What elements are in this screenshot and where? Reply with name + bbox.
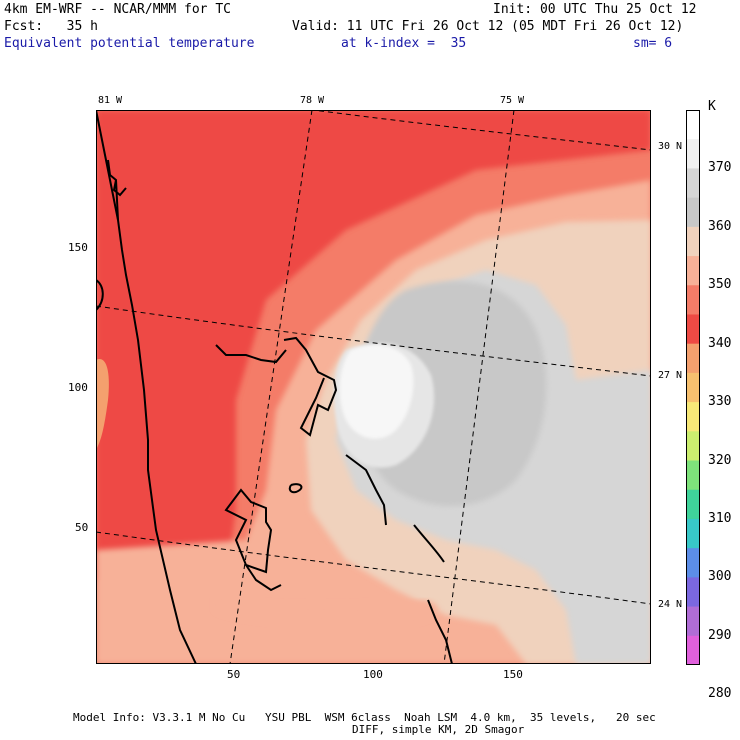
colorbar-swatch [686, 606, 700, 637]
coast-cuba-north [427, 599, 453, 664]
lon-label-78w: 78 W [300, 95, 325, 106]
colorbar-swatch [686, 168, 700, 199]
coast-andros-south [245, 564, 282, 592]
coastlines [96, 110, 453, 664]
colorbar-label: 280 [708, 686, 732, 702]
colorbar-swatch [686, 285, 700, 315]
meridian-78w [229, 110, 313, 664]
colorbar-swatch [686, 226, 700, 257]
grid-label-x100: 100 [363, 668, 383, 681]
forecast-hour: Fcst: 35 h [4, 19, 98, 34]
colorbar-swatch [686, 372, 700, 403]
meridian-75w [443, 110, 515, 664]
colorbar-label: 310 [708, 510, 732, 526]
map-frame [96, 110, 651, 664]
grid-label-y150: 150 [68, 241, 88, 254]
lat-label-27n: 27 N [658, 370, 683, 381]
colorbar-swatch [686, 139, 700, 169]
colorbar-label: 290 [708, 627, 732, 643]
grid-label-y50: 50 [75, 521, 89, 534]
colorbar-label: 330 [708, 394, 732, 410]
colorbar [686, 110, 700, 665]
parallel-27n [96, 305, 651, 377]
coast-florida-east [96, 110, 197, 664]
lat-label-30n: 30 N [658, 141, 683, 152]
colorbar-label: 300 [708, 569, 732, 585]
band-370 [339, 345, 414, 439]
colorbar-swatch [686, 197, 700, 228]
lon-label-81w: 81 W [98, 95, 123, 106]
colorbar-swatch [686, 489, 700, 520]
coast-eleuthera [345, 454, 387, 526]
colorbar-swatch [686, 577, 700, 608]
footer-model-info: Model Info: V3.3.1 M No Cu YSU PBL WSM 6… [73, 711, 656, 724]
coast-grand-bahama [215, 344, 287, 364]
coast-berry [288, 483, 303, 494]
colorbar-label: 350 [708, 277, 732, 293]
colorbar-swatch [686, 110, 700, 140]
colorbar-unit: K [708, 99, 716, 114]
colorbar-label: 340 [708, 335, 732, 351]
colorbar-label: 360 [708, 218, 732, 234]
colorbar-label: 320 [708, 452, 732, 468]
coast-andros [224, 488, 273, 574]
band-330 [96, 359, 109, 450]
colorbar-swatch [686, 343, 700, 374]
coast-cat-island [413, 524, 445, 563]
level-info: at k-index = 35 [341, 36, 467, 51]
colorbar-swatch [686, 460, 700, 491]
model-title: 4km EM-WRF -- NCAR/MMM for TC [4, 2, 231, 17]
colorbar-swatch [686, 431, 700, 462]
colorbar-swatch [686, 256, 700, 286]
coast-florida-cape [96, 279, 104, 311]
theta-e-map [96, 110, 651, 664]
valid-time: Valid: 11 UTC Fri 26 Oct 12 (05 MDT Fri … [292, 19, 684, 34]
parallel-30n [308, 110, 651, 151]
parallel-24n [96, 531, 651, 605]
coast-abaco [283, 336, 338, 437]
colorbar-label: 370 [708, 160, 732, 176]
graticule [96, 110, 651, 664]
colorbar-swatch [686, 314, 700, 345]
grid-label-x50: 50 [227, 668, 241, 681]
coast-florida-lagoon [107, 159, 127, 221]
field-name: Equivalent potential temperature [4, 36, 255, 51]
grid-label-x150: 150 [503, 668, 523, 681]
lat-label-24n: 24 N [658, 599, 683, 610]
colorbar-swatch [686, 402, 700, 432]
band-salmon-strip [216, 600, 438, 625]
init-time: Init: 00 UTC Thu 25 Oct 12 [493, 2, 697, 17]
colorbar-swatch [686, 518, 700, 549]
colorbar-swatch [686, 635, 700, 665]
colorbar-swatch [686, 548, 700, 578]
footer-diffusion: DIFF, simple KM, 2D Smagor [352, 723, 525, 736]
smoothing-info: sm= 6 [633, 36, 673, 51]
grid-label-y100: 100 [68, 381, 88, 394]
band-340-dark [96, 110, 651, 580]
lon-label-75w: 75 W [500, 95, 525, 106]
